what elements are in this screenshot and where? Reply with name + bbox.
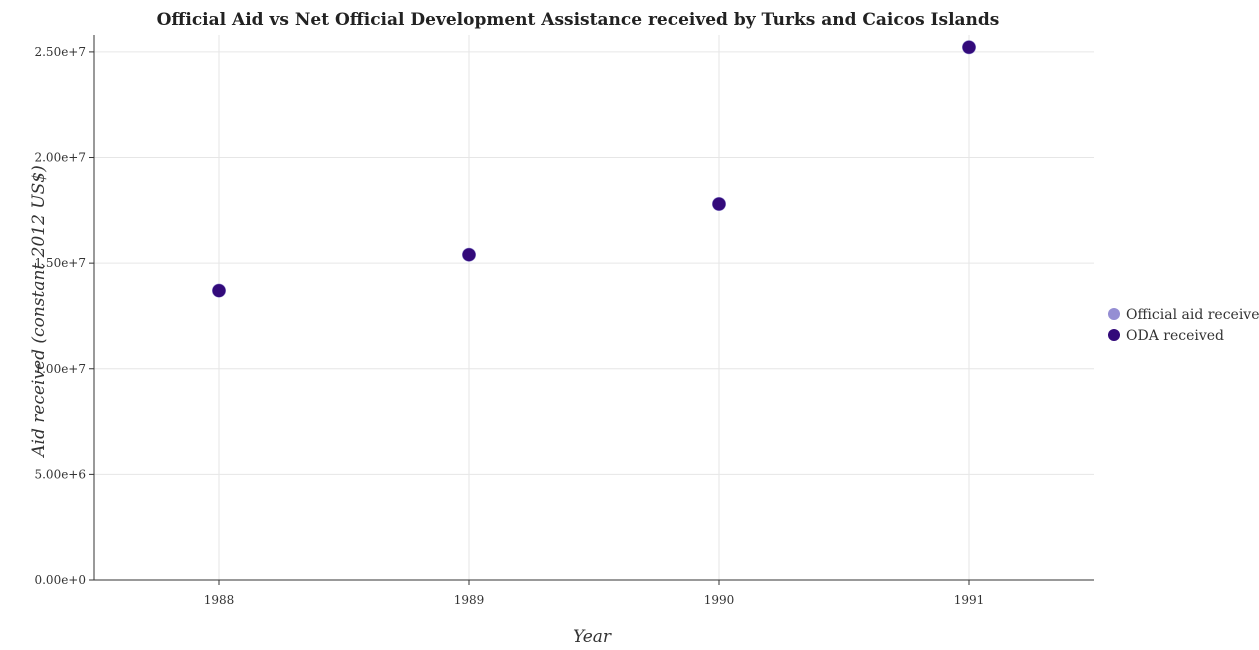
x-tick-label: 1989 xyxy=(454,593,485,607)
x-axis-label: Year xyxy=(573,627,612,647)
legend-marker xyxy=(1108,308,1120,320)
data-point-oda xyxy=(462,248,476,262)
y-tick-label: 2.50e+7 xyxy=(34,45,86,59)
legend-label: ODA received xyxy=(1126,328,1224,344)
legend-label: Official aid received xyxy=(1126,307,1259,323)
y-tick-labels: 0.00e+0 5.00e+6 1.00e+7 1.50e+7 2.00e+7 2.50e… xyxy=(34,45,86,587)
axes xyxy=(89,35,1094,585)
y-tick-label: 1.00e+7 xyxy=(34,362,86,376)
gridlines xyxy=(94,35,1094,581)
y-tick-label: 0.00e+0 xyxy=(34,573,86,587)
legend-marker xyxy=(1108,329,1120,341)
y-tick-label: 2.00e+7 xyxy=(34,151,86,165)
x-tick-labels: 1988 1989 1990 1991 xyxy=(204,593,985,607)
data-point-oda xyxy=(212,284,226,298)
legend: Official aid received ODA received xyxy=(1108,307,1259,344)
x-tick-label: 1988 xyxy=(204,593,235,607)
data-point-oda xyxy=(712,197,726,211)
x-tick-label: 1991 xyxy=(954,593,985,607)
x-tick-label: 1990 xyxy=(704,593,735,607)
data-points xyxy=(212,40,976,298)
y-axis-label: Aid received (constant 2012 US$) xyxy=(29,165,49,458)
y-tick-label: 1.50e+7 xyxy=(34,256,86,270)
data-point-oda xyxy=(962,40,976,54)
chart-title: Official Aid vs Net Official Development… xyxy=(157,10,1000,30)
y-tick-label: 5.00e+6 xyxy=(34,467,86,481)
